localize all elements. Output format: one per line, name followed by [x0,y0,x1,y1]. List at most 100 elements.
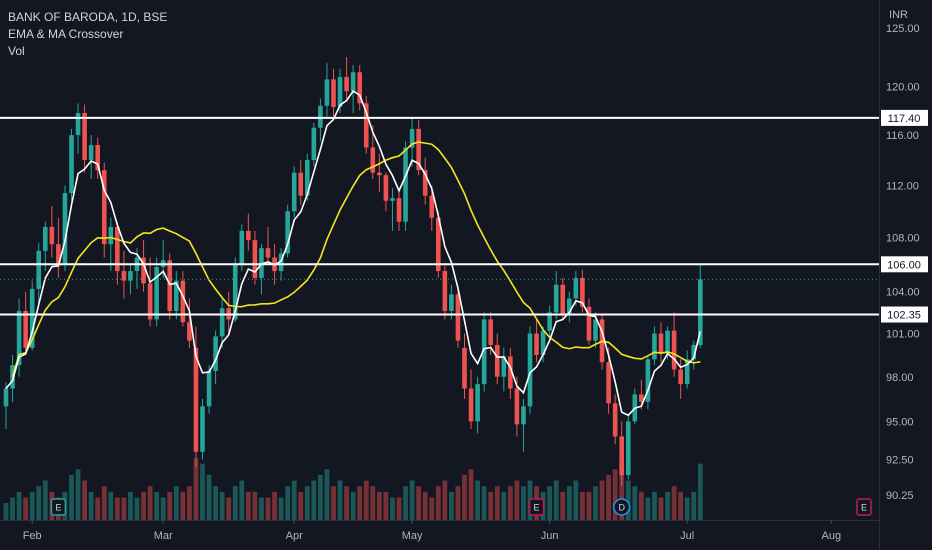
candle[interactable] [121,250,127,299]
candle[interactable] [318,98,323,142]
price-level[interactable]: 102.35 [0,306,928,323]
candle[interactable] [16,298,22,377]
candle[interactable] [383,172,389,212]
candle[interactable] [200,398,205,460]
candle[interactable] [436,211,441,278]
candle[interactable] [344,56,349,99]
candle[interactable] [390,187,395,231]
earnings-marker[interactable]: E [528,498,545,516]
candle[interactable] [291,166,297,218]
candle[interactable] [285,204,290,258]
candle[interactable] [370,125,376,180]
candle[interactable] [619,421,624,487]
candle[interactable] [416,120,421,176]
candle[interactable] [567,291,572,323]
earnings-marker[interactable]: E [856,498,872,516]
candle[interactable] [462,333,467,399]
candle[interactable] [3,382,9,429]
candle[interactable] [521,398,526,452]
candle[interactable] [481,312,487,392]
candle[interactable] [23,291,28,355]
candle[interactable] [442,264,448,320]
volume-bar [95,497,101,520]
candle[interactable] [645,354,651,410]
candle[interactable] [108,217,114,272]
price-tick-label: 101.00 [886,329,920,341]
candle[interactable] [311,122,317,167]
candle[interactable] [298,160,304,205]
candle[interactable] [252,230,258,285]
candle[interactable] [409,116,415,167]
candle[interactable] [75,103,81,154]
candle[interactable] [547,305,552,341]
candle[interactable] [187,298,192,348]
candle[interactable] [573,271,579,306]
price-level[interactable]: 117.40 [0,109,928,126]
symbol-title[interactable]: BANK OF BARODA, 1D, BSE [8,10,168,24]
candle[interactable] [331,68,336,117]
candle[interactable] [62,185,68,272]
candle[interactable] [154,257,159,327]
price-level[interactable]: 106.00 [0,256,928,273]
candle[interactable] [475,376,480,434]
candle[interactable] [560,277,566,320]
candle[interactable] [180,271,186,327]
candle[interactable] [658,322,664,363]
candle[interactable] [403,141,408,231]
candle[interactable] [468,369,474,429]
candle[interactable] [455,288,461,348]
candle-body [462,347,467,389]
volume-label[interactable]: Vol [8,44,25,58]
candle[interactable] [88,135,94,180]
dividend-marker[interactable]: D [612,498,631,516]
candle[interactable] [357,65,362,111]
candle[interactable] [363,96,369,154]
candle[interactable] [265,226,271,265]
candle[interactable] [95,137,100,180]
candle[interactable] [429,185,435,231]
candle[interactable] [101,162,107,258]
earnings-marker[interactable]: E [50,498,67,516]
candle[interactable] [671,312,677,377]
candle[interactable] [396,191,402,231]
candle[interactable] [49,206,55,258]
candle[interactable] [534,319,539,363]
candle-body [527,333,533,407]
candle[interactable] [606,347,611,414]
candle[interactable] [612,394,618,445]
candle[interactable] [625,413,631,480]
candle[interactable] [213,330,218,385]
candle[interactable] [508,347,513,399]
candle[interactable] [678,359,683,399]
candle[interactable] [219,298,225,348]
candle[interactable] [56,217,61,278]
candle[interactable] [652,326,657,366]
candle[interactable] [128,264,133,295]
candle[interactable] [580,269,585,313]
candle[interactable] [239,224,245,272]
candle[interactable] [82,104,87,173]
candle[interactable] [259,244,264,295]
candle[interactable] [324,62,330,117]
volume-bar [547,486,553,520]
candle[interactable] [69,128,74,201]
price-axis[interactable]: 90.25 92.50 95.00 98.00 101.00 104.00 108.00 11… [886,23,920,502]
candle[interactable] [377,153,382,192]
candle[interactable] [350,65,356,114]
candle[interactable] [422,157,428,205]
candle[interactable] [494,333,500,385]
indicator-name[interactable]: EMA & MA Crossover [8,27,124,41]
candle[interactable] [586,298,592,345]
candle-body [291,172,297,212]
time-axis[interactable]: Feb Mar Apr May Jun Jul Aug [23,520,841,542]
candle[interactable] [246,213,251,251]
candle[interactable] [206,365,212,414]
candle[interactable] [43,221,48,272]
candle[interactable] [684,350,690,389]
candle[interactable] [36,242,42,306]
candle[interactable] [527,326,533,414]
candle[interactable] [115,221,120,285]
candle[interactable] [193,326,199,468]
candle[interactable] [501,347,507,392]
